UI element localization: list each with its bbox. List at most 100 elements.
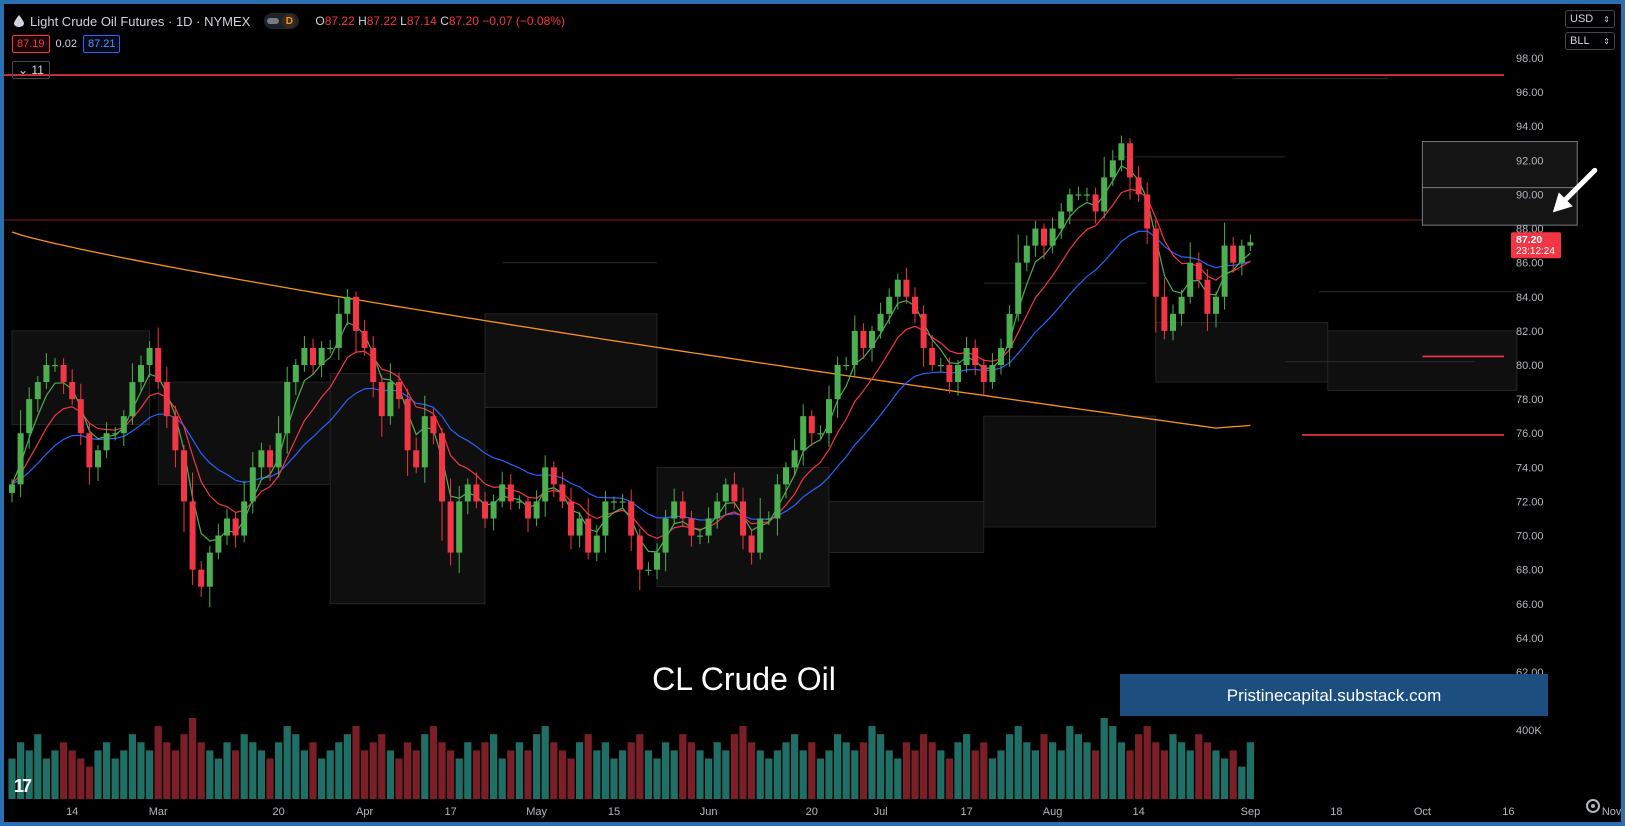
- volume-bar: [386, 750, 394, 799]
- volume-bar: [1049, 742, 1057, 799]
- volume-bar: [541, 726, 549, 799]
- candle-body: [619, 501, 626, 503]
- currency-select[interactable]: USD ⇕: [1565, 10, 1615, 28]
- profile-zone: [1327, 330, 1518, 391]
- volume-bar: [17, 742, 25, 799]
- ohlc-readout: O87.22 H87.22 L87.14 C87.20 −0.07 (−0.08…: [315, 14, 565, 28]
- volume-bar: [1040, 734, 1048, 799]
- candle-body: [77, 399, 84, 434]
- volume-bar: [369, 742, 377, 799]
- candle-body: [1084, 194, 1090, 196]
- candle-body: [378, 382, 385, 417]
- volume-bar: [214, 758, 222, 799]
- volume-bar: [455, 758, 463, 799]
- tradingview-logo-icon[interactable]: 17: [14, 776, 32, 796]
- volume-bar: [842, 742, 850, 799]
- buy-button[interactable]: 87.21: [82, 35, 121, 53]
- candle-body: [120, 416, 127, 434]
- volume-bar: [1066, 726, 1074, 799]
- candle-body: [1041, 228, 1047, 246]
- volume-bar: [627, 742, 635, 799]
- volume-bar: [378, 734, 386, 799]
- candle-body: [662, 518, 669, 553]
- banner-text: Pristinecapital.substack.com: [1227, 686, 1441, 705]
- candle-body: [404, 399, 411, 451]
- sell-button[interactable]: 87.19: [12, 35, 50, 53]
- volume-bar: [696, 750, 704, 799]
- x-tick-label: 14: [1132, 806, 1144, 818]
- volume-bar: [997, 750, 1005, 799]
- gear-icon[interactable]: [1586, 799, 1600, 813]
- volume-bar: [705, 758, 713, 799]
- volume-bar: [498, 758, 506, 799]
- volume-bar: [1246, 742, 1254, 799]
- candle-body: [43, 365, 50, 383]
- volume-bar: [438, 742, 446, 799]
- volume-bar: [335, 742, 343, 799]
- volume-bar: [1195, 734, 1203, 799]
- volume-bar: [765, 758, 773, 799]
- y-tick-label: 92.00: [1516, 155, 1544, 167]
- candle-body: [224, 518, 230, 536]
- y-tick-label: 80.00: [1516, 360, 1544, 372]
- candle-body: [1178, 296, 1185, 314]
- volume-bar: [395, 758, 403, 799]
- candle-body: [370, 347, 377, 383]
- candle-body: [748, 535, 755, 553]
- candle-body: [172, 416, 179, 451]
- bar-countdown-label: 23:12:24: [1516, 246, 1555, 257]
- volume-bar: [679, 734, 687, 799]
- volume-bar: [1083, 742, 1091, 799]
- volume-bar: [1100, 718, 1108, 799]
- candle-body: [542, 467, 549, 502]
- volume-bar: [103, 742, 111, 799]
- volume-bar: [851, 750, 859, 799]
- candle-body: [791, 450, 798, 468]
- interval-toggle[interactable]: D: [264, 13, 300, 29]
- x-tick-label: Sep: [1241, 806, 1261, 818]
- candle-body: [955, 365, 961, 383]
- volume-tick-label: 400K: [1516, 725, 1542, 737]
- candle-body: [1230, 245, 1237, 263]
- oil-drop-icon: [14, 15, 24, 27]
- volume-bar: [1160, 750, 1168, 799]
- symbol-title[interactable]: Light Crude Oil Futures · 1D · NYMEX: [30, 13, 251, 29]
- candle-body: [929, 347, 936, 365]
- candle-body: [1238, 245, 1245, 263]
- unit-select[interactable]: BLL ⇕: [1565, 32, 1615, 50]
- x-tick-label: 17: [444, 806, 456, 818]
- candle-body: [103, 433, 110, 451]
- volume-bar: [687, 742, 695, 799]
- volume-bar: [515, 742, 523, 799]
- volume-bar: [610, 758, 618, 799]
- volume-bar: [748, 742, 756, 799]
- volume-bar: [550, 742, 558, 799]
- candle-body: [611, 501, 617, 503]
- volume-bar: [670, 750, 678, 799]
- candle-body: [310, 347, 316, 365]
- volume-bar: [1152, 742, 1160, 799]
- volume-bar: [249, 742, 257, 799]
- price-tag-bg: [1511, 232, 1561, 259]
- candle-body: [146, 347, 153, 365]
- chart-frame: 98.00 96.00 94.00 92.00 90.00 88.00 86.00 84.00…: [4, 4, 1621, 822]
- candle-body: [989, 365, 996, 383]
- candle-body: [722, 484, 729, 502]
- candle-body: [912, 296, 918, 314]
- candle-body: [34, 382, 41, 400]
- y-tick-label: 94.00: [1516, 121, 1544, 133]
- candle-body: [980, 365, 987, 383]
- volume-bar: [180, 734, 188, 799]
- volume-bar: [1014, 726, 1022, 799]
- candle-body: [249, 467, 256, 502]
- annotation-arrow-icon: [1552, 167, 1598, 213]
- volume-bar: [361, 750, 369, 799]
- candle-body: [998, 347, 1004, 365]
- volume-bar: [1135, 734, 1143, 799]
- price-chart[interactable]: 98.0096.0094.0092.0090.0088.0086.0084.00…: [4, 4, 1621, 822]
- candle-body: [1066, 194, 1073, 212]
- indicators-toggle[interactable]: ⌄ 11: [12, 61, 50, 79]
- volume-bar: [1186, 750, 1194, 799]
- candle-body: [817, 433, 824, 435]
